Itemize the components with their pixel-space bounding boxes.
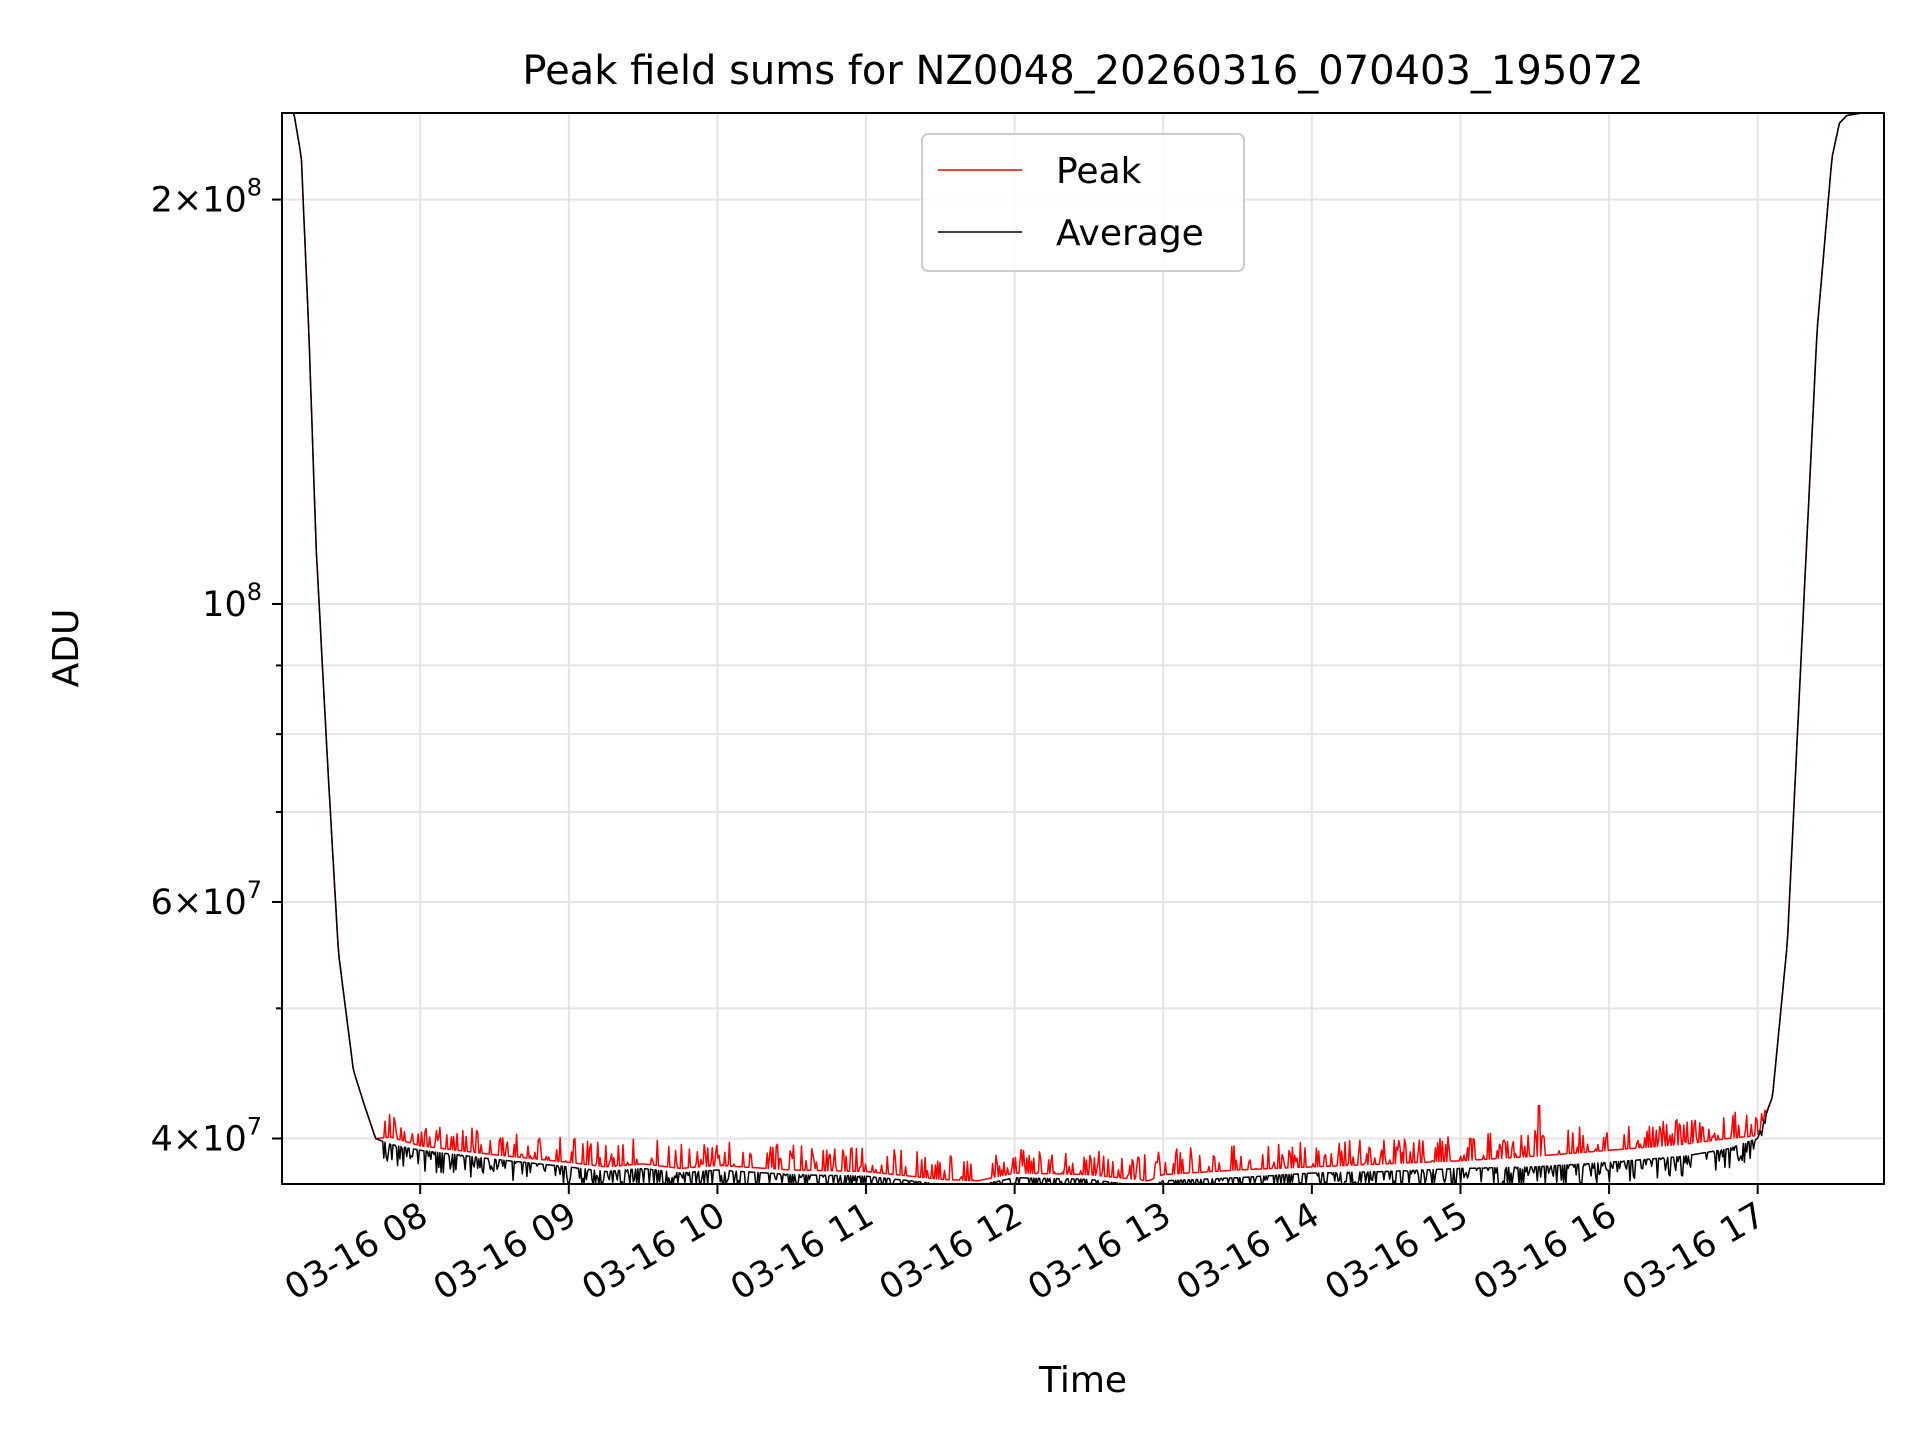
y-tick-label: 4×107	[151, 1113, 262, 1160]
x-tick-label: 03-16 11	[724, 1195, 880, 1308]
x-tick-label: 03-16 14	[1170, 1195, 1326, 1308]
x-tick-label: 03-16 13	[1021, 1195, 1177, 1308]
x-tick-label: 03-16 09	[427, 1195, 583, 1308]
x-axis-label: Time	[1038, 1360, 1127, 1401]
y-tick-label: 6×107	[151, 876, 262, 923]
grid	[282, 113, 1884, 1184]
x-tick-label: 03-16 17	[1616, 1195, 1772, 1308]
y-tick-label: 2×108	[151, 174, 262, 221]
series-line-peak	[282, 112, 1884, 1182]
legend-label-average: Average	[1056, 213, 1204, 254]
y-axis: 4×107 6×107 108 2×108	[151, 174, 282, 1160]
legend: Peak Average	[921, 133, 1245, 272]
series-layer	[282, 112, 1884, 1185]
x-tick-label: 03-16 15	[1319, 1195, 1475, 1308]
x-tick-label: 03-16 16	[1467, 1195, 1623, 1308]
plot-frame	[281, 112, 1885, 1185]
x-tick-label: 03-16 10	[576, 1195, 732, 1308]
series-line-average	[282, 112, 1884, 1185]
legend-box	[921, 133, 1245, 272]
x-tick-label: 03-16 12	[873, 1195, 1029, 1308]
y-axis-label: ADU	[46, 609, 87, 688]
x-tick-label: 03-16 08	[278, 1195, 434, 1308]
legend-label-peak: Peak	[1056, 151, 1142, 192]
y-tick-label: 108	[202, 578, 262, 625]
chart-title: Peak field sums for NZ0048_20260316_0704…	[522, 48, 1643, 94]
